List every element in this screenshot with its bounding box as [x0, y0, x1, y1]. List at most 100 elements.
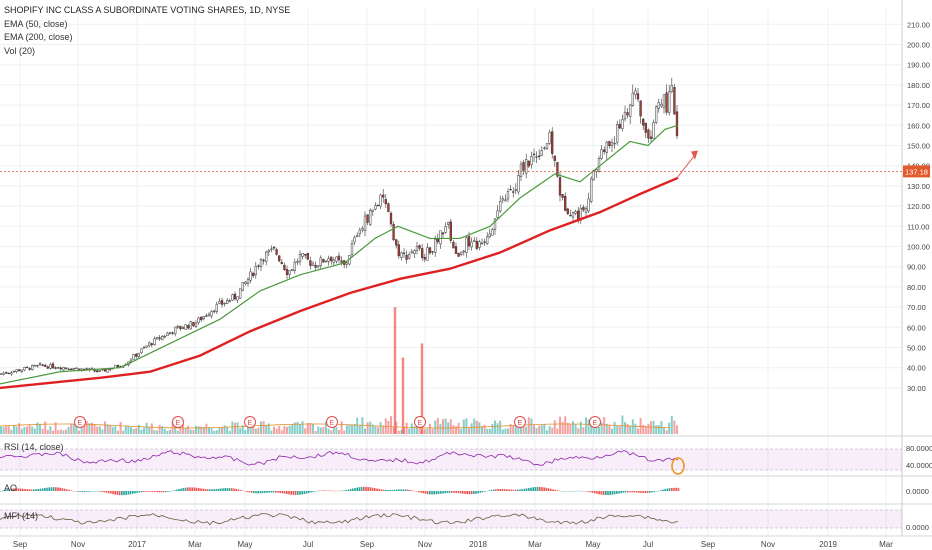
volume-bar: [400, 429, 403, 434]
volume-bar: [449, 419, 452, 434]
ao-bar: [429, 491, 431, 495]
ao-bar: [70, 490, 72, 491]
candle-body: [402, 252, 406, 254]
volume-bar: [166, 430, 169, 434]
candle-body: [506, 191, 510, 200]
ao-bar: [629, 491, 631, 493]
volume-bar: [306, 423, 309, 434]
ao-bar: [596, 491, 598, 494]
ao-bar: [66, 489, 68, 491]
volume-bar: [410, 423, 413, 434]
ao-bar: [224, 488, 226, 491]
ao-bar: [594, 491, 596, 494]
ao-bar: [589, 491, 592, 493]
ao-label[interactable]: AO: [4, 483, 18, 493]
ao-bar: [550, 488, 552, 491]
ao-bar: [116, 491, 119, 495]
candle-body: [236, 296, 239, 301]
ao-bar: [213, 489, 215, 491]
rsi-label[interactable]: RSI (14, close): [4, 442, 64, 452]
ao-bar: [310, 491, 312, 493]
volume-bar: [564, 416, 567, 434]
ema200-line: [0, 176, 679, 390]
volume-bar: [278, 426, 281, 434]
ao-bar: [68, 489, 70, 491]
mfi-label[interactable]: MFI (14): [4, 511, 39, 521]
y-tick-label: 60.00: [907, 323, 926, 332]
ao-bar: [389, 489, 391, 491]
candle-body: [293, 261, 296, 271]
legend-ema50[interactable]: EMA (50, close): [4, 18, 68, 29]
y-tick-label: 100.00: [907, 243, 930, 252]
candle-body: [522, 162, 525, 171]
ao-bar: [297, 491, 299, 495]
volume-bar: [507, 428, 509, 434]
candle-body: [535, 156, 538, 158]
candle-body: [252, 272, 255, 276]
ao-bar: [543, 487, 545, 491]
candle-body: [421, 248, 424, 258]
ao-bar: [488, 490, 490, 491]
ao-bar: [508, 489, 510, 491]
ao-bar: [607, 491, 609, 496]
candle-body: [371, 209, 374, 212]
ao-bar: [253, 491, 255, 494]
projection-arrow: [676, 150, 698, 179]
legend-volume[interactable]: Vol (20): [4, 45, 36, 56]
candle-body: [634, 90, 637, 95]
ao-bar: [96, 491, 99, 492]
volume-bar: [634, 423, 637, 434]
candle-body: [382, 194, 385, 198]
candle-body: [587, 198, 590, 212]
volume-bar: [353, 424, 356, 434]
volume-bar: [364, 428, 366, 434]
time-axis[interactable]: Sep Nov 2017 Mar May Jul Sep Nov 2018 Mar May Jul Se…: [13, 540, 893, 549]
volume-bar: [676, 425, 678, 434]
ao-bar: [323, 490, 325, 491]
y-tick-label: 200.00: [907, 41, 930, 50]
ao-bar: [363, 486, 365, 491]
rsi-line: [0, 450, 679, 466]
ao-bar: [193, 487, 196, 491]
candle-body: [64, 367, 68, 369]
candle-body: [543, 147, 546, 149]
ao-bar: [57, 487, 59, 491]
candle-body: [249, 271, 252, 281]
volume-spike: [401, 357, 405, 434]
volume-bar: [163, 428, 166, 434]
ao-bar: [220, 488, 222, 491]
volume-bar: [88, 423, 91, 434]
volume-bar: [7, 426, 10, 434]
volume-bar: [369, 421, 372, 434]
last-price-badge-bg: [903, 165, 930, 178]
volume-bar: [189, 429, 192, 434]
candle-body: [0, 373, 3, 375]
ao-bar: [660, 490, 662, 491]
ao-bar: [602, 491, 605, 495]
ao-bar: [259, 491, 262, 494]
candle-body: [41, 364, 44, 366]
x-tick-label: Mar: [528, 540, 542, 549]
volume-bar: [119, 421, 122, 434]
candle-body: [675, 111, 679, 137]
volume-bar: [431, 428, 434, 434]
volume-bar: [572, 421, 574, 434]
price-axis[interactable]: 210.00 200.00 190.00 180.00 170.00 160.00 150.…: [901, 0, 930, 536]
candle-body: [514, 189, 517, 191]
ao-bar: [620, 491, 622, 494]
candle-body: [582, 207, 585, 211]
ao-bar: [312, 491, 314, 492]
volume-bar: [377, 427, 379, 434]
ao-bar: [426, 491, 429, 495]
ao-bar: [534, 487, 537, 491]
candle-body: [278, 255, 281, 262]
candle-body: [473, 240, 476, 242]
legend-ema200[interactable]: EMA (200, close): [4, 32, 73, 42]
ao-bar: [24, 488, 26, 491]
volume-bar: [241, 425, 244, 434]
volume-bar: [556, 428, 559, 434]
volume-bar: [436, 417, 439, 434]
volume-bar: [301, 421, 304, 434]
candle-body: [62, 367, 65, 371]
